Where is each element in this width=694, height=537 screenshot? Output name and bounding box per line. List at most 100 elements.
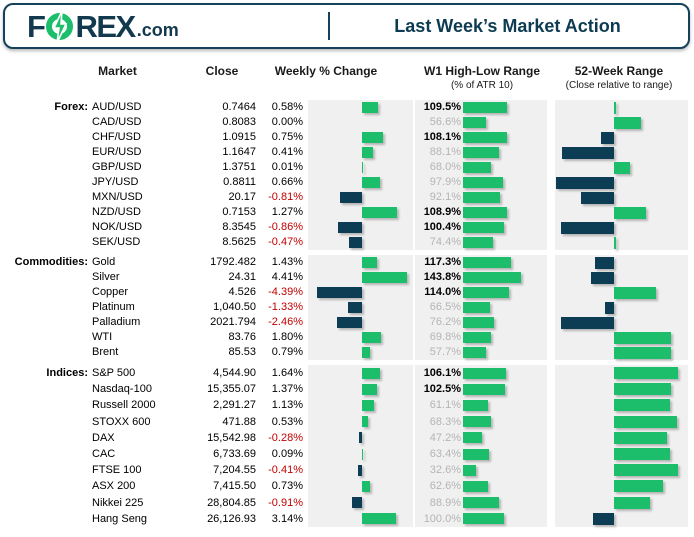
w1-range-value: 47.2%	[429, 431, 461, 444]
market-name: MXN/USD	[92, 191, 143, 203]
range52-bar	[581, 191, 614, 204]
market-name: Copper	[92, 286, 129, 298]
range52-bar	[556, 176, 614, 189]
close-value: 20.17	[228, 191, 256, 203]
range52-bar	[614, 101, 616, 114]
close-value: 1.1647	[222, 146, 256, 158]
header-divider	[328, 12, 330, 40]
w1-range-bar	[463, 513, 504, 525]
market-group: Forex: AUD/USD 0.7464 0.58% 109.5% CAD/USD 0.8…	[0, 100, 694, 250]
market-name: Russell 2000	[92, 399, 156, 412]
weekly-change-value: -0.81%	[268, 191, 303, 203]
market-group: Indices: S&P 500 4,544.90 1.64% 106.1% Nasdaq…	[0, 365, 694, 527]
weekly-change-bar	[362, 147, 373, 158]
range52-bar	[605, 301, 614, 314]
market-name: FTSE 100	[92, 464, 142, 477]
logo-o-bolt-icon	[46, 10, 74, 43]
market-name: Hang Seng	[92, 512, 148, 525]
range52-bar	[614, 431, 667, 444]
weekly-change-value: 1.37%	[271, 383, 303, 396]
close-value: 8.5625	[222, 236, 256, 248]
table-row: ASX 200 7,415.50 0.73% 62.6%	[0, 478, 694, 494]
weekly-change-bar	[340, 192, 362, 203]
market-name: EUR/USD	[92, 146, 142, 158]
w1-range-value: 92.1%	[429, 191, 461, 203]
close-value: 0.7464	[222, 101, 256, 113]
w1-range-bar	[463, 237, 493, 248]
table-row: Brent 85.53 0.79% 57.7%	[0, 345, 694, 360]
weekly-change-bar	[362, 102, 378, 113]
w1-range-value: 88.9%	[429, 496, 461, 509]
w1-range-value: 68.3%	[429, 415, 461, 428]
close-value: 0.7153	[222, 206, 256, 218]
weekly-change-bar	[362, 332, 381, 343]
weekly-change-value: 1.80%	[271, 331, 303, 343]
weekly-change-bar	[337, 317, 362, 328]
w1-range-bar	[463, 207, 507, 218]
table-row: CAC 6,733.69 0.09% 63.4%	[0, 446, 694, 462]
weekly-change-bar	[362, 347, 370, 358]
table-row: WTI 83.76 1.80% 69.8%	[0, 330, 694, 345]
market-name: Brent	[92, 346, 119, 358]
market-name: AUD/USD	[92, 101, 142, 113]
close-value: 1,040.50	[213, 301, 256, 313]
table-row: STOXX 600 471.88 0.53% 68.3%	[0, 414, 694, 430]
range52-bar	[614, 415, 677, 428]
group-label: Forex:	[54, 101, 88, 113]
weekly-change-bar	[362, 399, 374, 411]
weekly-change-bar	[352, 497, 362, 509]
market-name: STOXX 600	[92, 415, 151, 428]
range52-bar	[614, 236, 616, 249]
range52-bar	[614, 331, 671, 344]
close-value: 0.8083	[222, 116, 256, 128]
market-name: Nikkei 225	[92, 496, 144, 509]
table-row: Russell 2000 2,291.27 1.13% 61.1%	[0, 397, 694, 413]
range52-bar	[614, 399, 670, 412]
weekly-change-value: 0.73%	[271, 480, 303, 493]
w1-range-bar	[463, 162, 491, 173]
weekly-change-bar	[362, 257, 377, 268]
weekly-change-value: -2.46%	[268, 316, 303, 328]
column-header-weekly-change: Weekly % Change	[274, 64, 378, 78]
market-name: NZD/USD	[92, 206, 141, 218]
weekly-change-bar	[362, 162, 363, 173]
w1-range-value: 69.8%	[429, 331, 461, 343]
range52-bar	[614, 448, 670, 461]
range52-bar	[614, 161, 630, 174]
close-value: 1.3751	[222, 161, 256, 173]
range52-bar	[614, 383, 671, 396]
market-name: Platinum	[92, 301, 135, 313]
market-name: NOK/USD	[92, 221, 143, 233]
close-value: 1792.482	[210, 256, 256, 268]
close-value: 24.31	[228, 271, 256, 283]
range52-bar	[614, 346, 671, 359]
weekly-change-bar	[348, 302, 362, 313]
w1-range-value: 88.1%	[429, 146, 461, 158]
market-name: Gold	[92, 256, 116, 268]
range52-bar	[601, 131, 614, 144]
column-header-52w-range: 52-Week Range	[574, 64, 664, 78]
table-row: EUR/USD 1.1647 0.41% 88.1%	[0, 145, 694, 160]
w1-range-value: 76.2%	[429, 316, 461, 328]
table-row: Platinum 1,040.50 -1.33% 66.5%	[0, 300, 694, 315]
page-title: Last Week’s Market Action	[394, 16, 621, 36]
w1-range-value: 100.0%	[423, 512, 461, 525]
weekly-change-value: 0.09%	[271, 447, 303, 460]
weekly-change-bar	[362, 513, 396, 525]
header-banner: F REX .com Last Week’s Market Action	[3, 3, 690, 49]
close-value: 83.76	[228, 331, 256, 343]
table-row: GBP/USD 1.3751 0.01% 68.0%	[0, 160, 694, 175]
weekly-change-value: 0.58%	[271, 101, 303, 113]
table-row: MXN/USD 20.17 -0.81% 92.1%	[0, 190, 694, 205]
w1-range-value: 109.5%	[423, 101, 461, 113]
w1-range-value: 56.6%	[429, 116, 461, 128]
w1-range-bar	[463, 497, 499, 509]
close-value: 6,733.69	[213, 447, 256, 460]
weekly-change-value: 1.43%	[271, 256, 303, 268]
weekly-change-value: -0.91%	[268, 496, 303, 509]
table-row: Forex: AUD/USD 0.7464 0.58% 109.5%	[0, 100, 694, 115]
table-row: NOK/USD 8.3545 -0.86% 100.4%	[0, 220, 694, 235]
table-row: CHF/USD 1.0915 0.75% 108.1%	[0, 130, 694, 145]
market-name: ASX 200	[92, 480, 136, 493]
weekly-change-bar	[362, 207, 397, 218]
